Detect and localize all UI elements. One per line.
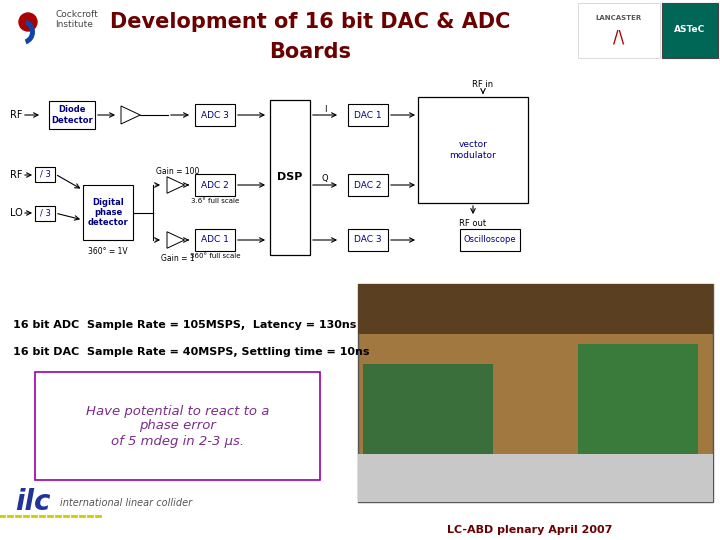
Text: 16 bit ADC  Sample Rate = 105MSPS,  Latency = 130ns: 16 bit ADC Sample Rate = 105MSPS, Latenc… bbox=[13, 320, 356, 330]
Polygon shape bbox=[167, 177, 184, 193]
Text: vector
modulator: vector modulator bbox=[449, 140, 496, 160]
Bar bbox=[418, 97, 528, 203]
Bar bbox=[195, 174, 235, 196]
Text: Cockcroft
Institute: Cockcroft Institute bbox=[55, 10, 98, 29]
Bar bbox=[358, 284, 713, 334]
Text: Diode
Detector: Diode Detector bbox=[51, 105, 93, 125]
Text: Digital
phase
detector: Digital phase detector bbox=[88, 198, 128, 227]
Text: international linear collider: international linear collider bbox=[60, 498, 192, 508]
FancyBboxPatch shape bbox=[662, 3, 718, 58]
Bar bbox=[195, 104, 235, 126]
Bar bbox=[35, 206, 55, 220]
Text: DAC 1: DAC 1 bbox=[354, 111, 382, 119]
Circle shape bbox=[19, 13, 37, 31]
Polygon shape bbox=[121, 106, 140, 124]
Text: 360° = 1V: 360° = 1V bbox=[88, 247, 128, 256]
Text: ADC 2: ADC 2 bbox=[201, 180, 229, 190]
Text: RF in: RF in bbox=[472, 80, 494, 89]
Text: Q: Q bbox=[322, 174, 328, 184]
Text: / 3: / 3 bbox=[40, 170, 50, 179]
Text: Have potential to react to a
phase error
of 5 mdeg in 2-3 μs.: Have potential to react to a phase error… bbox=[86, 404, 269, 448]
Text: Gain = 1: Gain = 1 bbox=[161, 254, 195, 263]
Bar bbox=[578, 344, 698, 484]
Text: Gain = 100: Gain = 100 bbox=[156, 166, 199, 176]
Text: /\: /\ bbox=[613, 29, 625, 47]
Text: ADC 3: ADC 3 bbox=[201, 111, 229, 119]
Text: Oscilloscope: Oscilloscope bbox=[464, 235, 516, 245]
Bar bbox=[358, 454, 713, 502]
Bar bbox=[358, 284, 713, 502]
Text: LC-ABD plenary April 2007: LC-ABD plenary April 2007 bbox=[447, 525, 613, 535]
Bar bbox=[460, 229, 520, 251]
Wedge shape bbox=[24, 20, 35, 44]
Text: RF: RF bbox=[10, 110, 22, 120]
Text: I: I bbox=[324, 105, 326, 113]
Bar bbox=[49, 101, 95, 129]
FancyBboxPatch shape bbox=[578, 3, 660, 58]
Text: Development of 16 bit DAC & ADC: Development of 16 bit DAC & ADC bbox=[110, 12, 510, 32]
Text: 360° full scale: 360° full scale bbox=[190, 253, 240, 259]
Text: DAC 3: DAC 3 bbox=[354, 235, 382, 245]
Bar bbox=[363, 364, 493, 484]
Text: 3.6° full scale: 3.6° full scale bbox=[191, 198, 239, 204]
Text: DAC 2: DAC 2 bbox=[354, 180, 382, 190]
Text: RF out: RF out bbox=[459, 219, 487, 228]
Bar bbox=[348, 229, 388, 251]
Bar bbox=[348, 174, 388, 196]
Text: ilc: ilc bbox=[15, 488, 50, 516]
Bar bbox=[83, 185, 133, 240]
Bar bbox=[270, 100, 310, 255]
Text: DSP: DSP bbox=[277, 172, 302, 183]
Bar bbox=[348, 104, 388, 126]
Text: 16 bit DAC  Sample Rate = 40MSPS, Settling time = 10ns: 16 bit DAC Sample Rate = 40MSPS, Settlin… bbox=[13, 347, 369, 357]
Text: ADC 1: ADC 1 bbox=[201, 235, 229, 245]
Text: Boards: Boards bbox=[269, 42, 351, 62]
Text: LANCASTER: LANCASTER bbox=[596, 15, 642, 21]
Text: / 3: / 3 bbox=[40, 208, 50, 218]
Polygon shape bbox=[167, 232, 184, 248]
Text: LO: LO bbox=[10, 208, 23, 218]
Bar bbox=[35, 372, 320, 480]
Bar bbox=[195, 229, 235, 251]
Text: ASTeC: ASTeC bbox=[675, 25, 706, 35]
Bar bbox=[35, 166, 55, 181]
Text: RF: RF bbox=[10, 170, 22, 180]
